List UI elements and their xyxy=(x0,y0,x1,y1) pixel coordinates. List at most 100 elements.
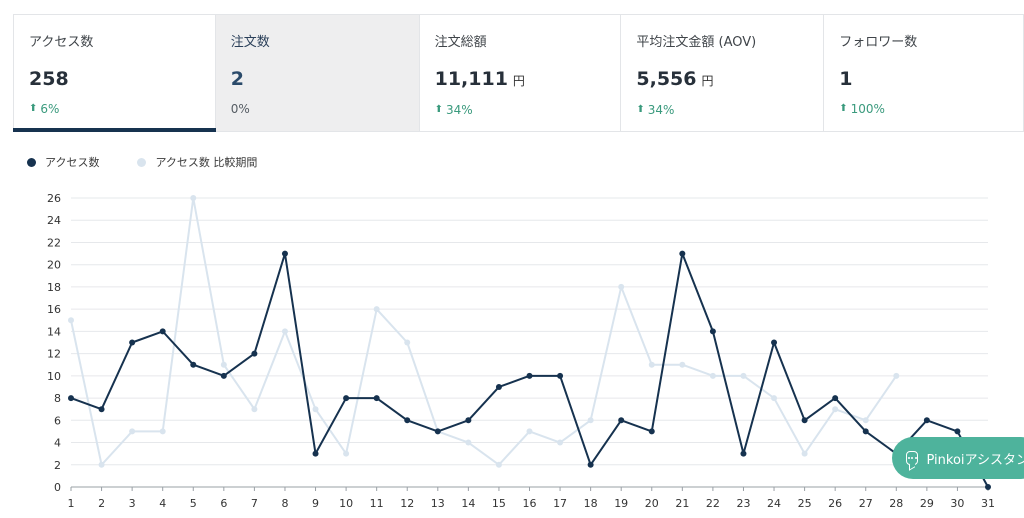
x-tick-label: 20 xyxy=(645,497,659,510)
x-tick-label: 31 xyxy=(981,497,995,510)
legend-marker xyxy=(137,157,147,167)
metric-label: 注文数 xyxy=(230,35,270,50)
x-tick-label: 14 xyxy=(461,497,475,510)
data-point-comparison xyxy=(771,395,778,402)
data-point-comparison xyxy=(862,417,869,424)
x-tick-label: 18 xyxy=(584,497,598,510)
data-point-access xyxy=(862,428,869,435)
legend-marker xyxy=(27,157,36,167)
x-tick-label: 1 xyxy=(68,497,75,510)
data-point-comparison xyxy=(893,372,900,379)
data-point-comparison xyxy=(68,317,74,324)
x-tick-label: 13 xyxy=(431,497,445,510)
metric-change: ⬆ 6% xyxy=(29,102,60,116)
data-point-comparison xyxy=(159,428,166,435)
x-tick-label: 10 xyxy=(339,497,353,510)
data-point-access xyxy=(832,395,839,402)
metric-change: ⬆ 34% xyxy=(636,103,675,117)
data-point-access xyxy=(343,395,350,402)
data-point-access xyxy=(129,339,136,346)
y-tick-label: 26 xyxy=(47,192,61,205)
metric-card-aov[interactable]: 平均注文金額 (AOV) 5,556 円 ⬆ 34% xyxy=(621,15,825,131)
arrow-up-icon: ⬆ xyxy=(839,103,848,114)
data-point-comparison xyxy=(618,283,625,290)
data-point-access xyxy=(495,383,502,390)
data-point-comparison xyxy=(679,361,686,368)
data-point-comparison xyxy=(709,372,716,379)
data-point-comparison xyxy=(557,439,564,446)
x-tick-label: 28 xyxy=(889,497,903,510)
metric-change: ⬆ 34% xyxy=(434,103,473,117)
assistant-label: Pinkoiアシスタント xyxy=(926,452,1024,468)
metric-card-followers[interactable]: フォロワー数 1 ⬆ 100% xyxy=(824,15,1024,131)
data-point-comparison xyxy=(801,450,808,457)
metric-label: 平均注文金額 (AOV) xyxy=(636,35,757,50)
data-point-comparison xyxy=(648,361,655,368)
chat-bubble-icon xyxy=(906,451,919,465)
y-tick-label: 10 xyxy=(47,370,61,383)
data-point-access xyxy=(251,350,258,357)
legend-item-comparison[interactable]: アクセス数 比較期間 xyxy=(137,154,257,170)
x-tick-label: 19 xyxy=(614,497,628,510)
x-tick-label: 3 xyxy=(129,497,136,510)
assistant-chat-button[interactable]: Pinkoiアシスタント xyxy=(892,437,1024,479)
x-tick-label: 5 xyxy=(190,497,197,510)
metric-value: 1 xyxy=(839,68,853,90)
data-point-comparison xyxy=(587,417,594,424)
data-point-access xyxy=(923,417,930,424)
metric-card-order-total[interactable]: 注文総額 11,111 円 ⬆ 34% xyxy=(420,15,622,131)
y-tick-label: 24 xyxy=(47,214,61,227)
y-tick-label: 14 xyxy=(47,325,61,338)
data-point-access xyxy=(281,250,288,257)
metric-change: ⬆ 100% xyxy=(839,102,885,116)
data-point-access xyxy=(465,417,472,424)
arrow-up-icon: ⬆ xyxy=(636,104,645,115)
x-tick-label: 17 xyxy=(553,497,567,510)
data-point-comparison xyxy=(832,406,839,413)
x-tick-label: 6 xyxy=(220,497,227,510)
legend-label: アクセス数 比較期間 xyxy=(155,156,258,169)
metric-card-orders[interactable]: 注文数 2 0% xyxy=(215,15,420,131)
data-point-access xyxy=(954,428,961,435)
x-tick-label: 11 xyxy=(370,497,384,510)
series-line-access xyxy=(70,252,989,488)
metric-label: フォロワー数 xyxy=(839,35,918,50)
y-tick-label: 18 xyxy=(47,281,61,294)
x-tick-label: 30 xyxy=(950,497,964,510)
series-line-comparison xyxy=(70,197,898,466)
x-tick-label: 27 xyxy=(859,497,873,510)
metric-value: 258 xyxy=(29,68,69,90)
x-tick-label: 16 xyxy=(523,497,537,510)
data-point-access xyxy=(190,361,197,368)
y-tick-label: 16 xyxy=(47,303,61,316)
data-point-access xyxy=(985,484,991,490)
data-point-access xyxy=(68,395,74,402)
x-tick-label: 4 xyxy=(159,497,166,510)
data-point-access xyxy=(404,417,411,424)
x-tick-label: 12 xyxy=(400,497,414,510)
data-point-access xyxy=(771,339,778,346)
data-point-access xyxy=(740,450,747,457)
arrow-up-icon: ⬆ xyxy=(29,103,38,114)
data-point-comparison xyxy=(251,406,258,413)
data-point-comparison xyxy=(281,328,288,335)
data-point-comparison xyxy=(404,339,411,346)
data-point-comparison xyxy=(373,306,380,313)
data-point-access xyxy=(312,450,319,457)
chart-legend: アクセス数 アクセス数 比較期間 xyxy=(27,154,295,170)
y-tick-label: 12 xyxy=(47,348,61,361)
legend-item-access[interactable]: アクセス数 xyxy=(27,154,99,170)
metric-value: 5,556 xyxy=(636,68,697,90)
metric-label: アクセス数 xyxy=(29,35,94,50)
data-point-comparison xyxy=(312,406,319,413)
metric-card-access[interactable]: アクセス数 258 ⬆ 6% xyxy=(13,15,216,132)
data-point-access xyxy=(557,372,564,379)
metric-label: 注文総額 xyxy=(434,35,487,50)
data-point-access xyxy=(801,417,808,424)
data-point-comparison xyxy=(495,461,502,468)
x-tick-label: 9 xyxy=(312,497,319,510)
metric-cards: アクセス数 258 ⬆ 6% 注文数 2 0% 注文総額 11,111 円 ⬆ 34%… xyxy=(13,14,1024,132)
metric-unit: 円 xyxy=(701,74,714,88)
data-point-comparison xyxy=(526,428,533,435)
